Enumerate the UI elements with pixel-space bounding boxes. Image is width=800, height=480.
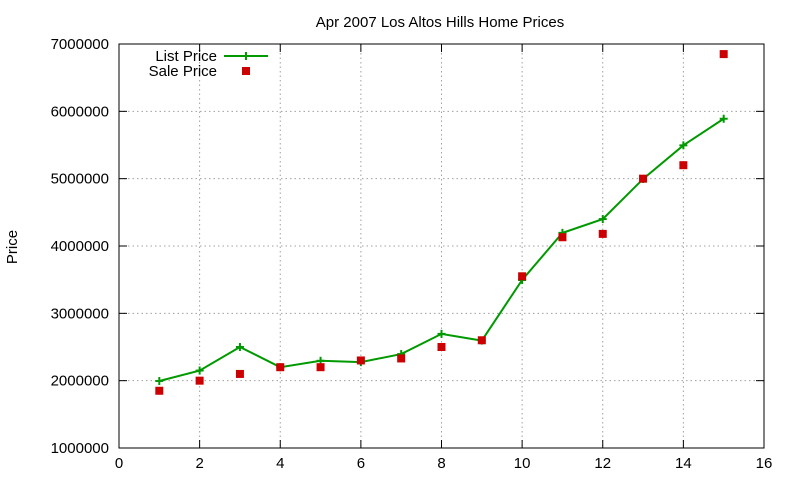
legend-label-sale-price: Sale Price bbox=[149, 63, 217, 80]
list-price-point bbox=[679, 141, 688, 150]
sale-price-point bbox=[598, 229, 607, 238]
y-axis-label: Price bbox=[4, 230, 21, 264]
list-price-point bbox=[437, 329, 446, 338]
grid bbox=[119, 44, 764, 448]
series bbox=[155, 50, 728, 395]
y-tick-label: 6000000 bbox=[51, 103, 109, 120]
chart-title: Apr 2007 Los Altos Hills Home Prices bbox=[316, 14, 564, 31]
x-tick-label: 2 bbox=[195, 455, 203, 472]
legend: List Price Sale Price bbox=[149, 48, 268, 80]
x-tick-label: 8 bbox=[437, 455, 445, 472]
x-tick-label: 14 bbox=[675, 455, 692, 472]
sale-price-point bbox=[719, 50, 728, 59]
legend-label-list-price: List Price bbox=[155, 48, 217, 65]
sale-price-point bbox=[397, 354, 406, 363]
ticks: 0 2 4 6 8 10 12 14 16 1000000 2000000 3000000 400000… bbox=[51, 36, 773, 472]
sale-price-point bbox=[679, 161, 688, 170]
y-tick-label: 1000000 bbox=[51, 440, 109, 457]
list-price-point bbox=[235, 343, 244, 351]
plot-frame bbox=[118, 43, 765, 449]
y-tick-label: 7000000 bbox=[51, 36, 109, 53]
sale-price-point bbox=[477, 336, 486, 345]
sale-price-point bbox=[356, 356, 365, 365]
y-tick-label: 4000000 bbox=[51, 238, 109, 255]
sale-price-point bbox=[639, 174, 648, 183]
x-tick-label: 10 bbox=[514, 455, 531, 472]
sale-price-point bbox=[437, 343, 446, 351]
x-tick-label: 4 bbox=[276, 455, 284, 472]
sale-price-point bbox=[558, 233, 567, 242]
y-tick-label: 3000000 bbox=[51, 305, 109, 322]
list-price-point bbox=[598, 215, 607, 224]
list-price-point bbox=[719, 114, 728, 123]
y-tick-label: 2000000 bbox=[51, 373, 109, 390]
sale-price-point bbox=[155, 386, 164, 395]
sale-price-point bbox=[195, 376, 204, 385]
legend-marker-list-price bbox=[242, 52, 250, 60]
x-tick-label: 0 bbox=[115, 455, 123, 472]
sale-price-point bbox=[518, 272, 527, 281]
sale-price-point bbox=[316, 363, 325, 372]
x-tick-label: 6 bbox=[357, 455, 365, 472]
legend-marker-sale-price bbox=[242, 67, 250, 75]
sale-price-point bbox=[276, 363, 285, 372]
y-tick-label: 5000000 bbox=[51, 171, 109, 188]
sale-price-point bbox=[235, 369, 244, 378]
list-price-point bbox=[195, 366, 204, 375]
x-tick-label: 16 bbox=[756, 455, 773, 472]
list-price-point bbox=[155, 377, 164, 386]
x-tick-label: 12 bbox=[594, 455, 611, 472]
